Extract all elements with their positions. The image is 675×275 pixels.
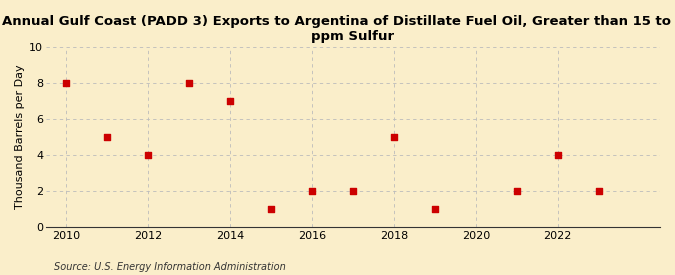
Point [348, 188, 358, 193]
Y-axis label: Thousand Barrels per Day: Thousand Barrels per Day [15, 64, 25, 209]
Point [143, 153, 154, 157]
Point [429, 207, 440, 211]
Point [552, 153, 563, 157]
Point [266, 207, 277, 211]
Point [61, 81, 72, 85]
Point [102, 134, 113, 139]
Point [389, 134, 400, 139]
Title: Annual Gulf Coast (PADD 3) Exports to Argentina of Distillate Fuel Oil, Greater : Annual Gulf Coast (PADD 3) Exports to Ar… [2, 15, 675, 43]
Point [184, 81, 194, 85]
Text: Source: U.S. Energy Information Administration: Source: U.S. Energy Information Administ… [54, 262, 286, 272]
Point [593, 188, 604, 193]
Point [225, 99, 236, 103]
Point [512, 188, 522, 193]
Point [306, 188, 317, 193]
